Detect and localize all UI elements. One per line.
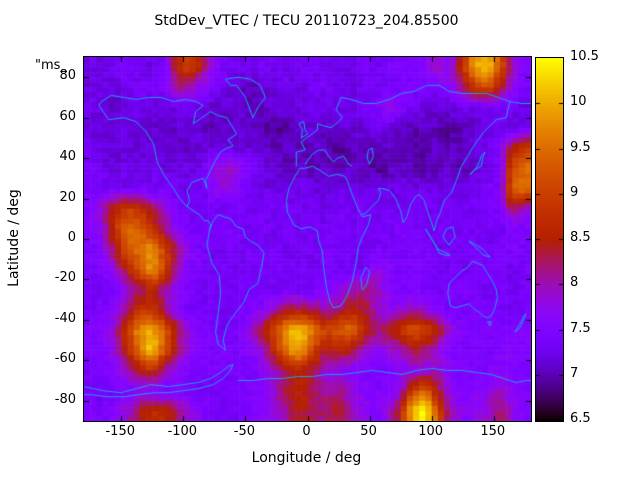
y-tick-label: -80 xyxy=(54,391,76,407)
x-tick-label: 100 xyxy=(418,424,444,439)
colorbar-canvas xyxy=(536,58,563,421)
colorbar-tick-label: 8 xyxy=(570,275,579,291)
y-tick-label: 0 xyxy=(67,230,76,245)
y-axis-label: Latitude / deg xyxy=(6,189,22,287)
legend-overlay-text: "ms_ xyxy=(35,58,67,73)
y-tick-label: 60 xyxy=(59,108,76,124)
colorbar-tick-label: 8.5 xyxy=(570,230,591,245)
x-tick-label: -50 xyxy=(233,424,256,439)
y-tick-label: 20 xyxy=(59,189,76,205)
colorbar xyxy=(535,57,564,422)
colorbar-tick-label: 9.5 xyxy=(570,139,591,155)
colorbar-tick-label: 7.5 xyxy=(570,320,591,336)
colorbar-tick-label: 6.5 xyxy=(570,411,591,426)
x-tick-label: -100 xyxy=(167,424,198,439)
x-axis-label: Longitude / deg xyxy=(251,450,362,466)
x-tick-label: -150 xyxy=(105,424,135,439)
y-tick-label: -60 xyxy=(54,351,76,367)
colorbar-tick-label: 10.5 xyxy=(570,49,599,64)
colorbar-tick-label: 10 xyxy=(570,94,587,110)
x-tick-label: 50 xyxy=(360,424,377,439)
x-tick-label: 0 xyxy=(302,424,311,439)
plot-area xyxy=(83,56,532,422)
colorbar-tick-label: 7 xyxy=(570,365,579,381)
colorbar-tick-label: 9 xyxy=(570,184,579,200)
y-tick-label: 40 xyxy=(59,149,76,165)
y-tick-label: 80 xyxy=(59,68,76,84)
chart-title: StdDev_VTEC / TECU 20110723_204.85500 xyxy=(154,13,459,29)
y-tick-label: -20 xyxy=(54,270,76,286)
x-tick-label: 150 xyxy=(480,424,506,439)
y-tick-label: -40 xyxy=(54,310,76,326)
heatmap-canvas xyxy=(84,57,531,421)
